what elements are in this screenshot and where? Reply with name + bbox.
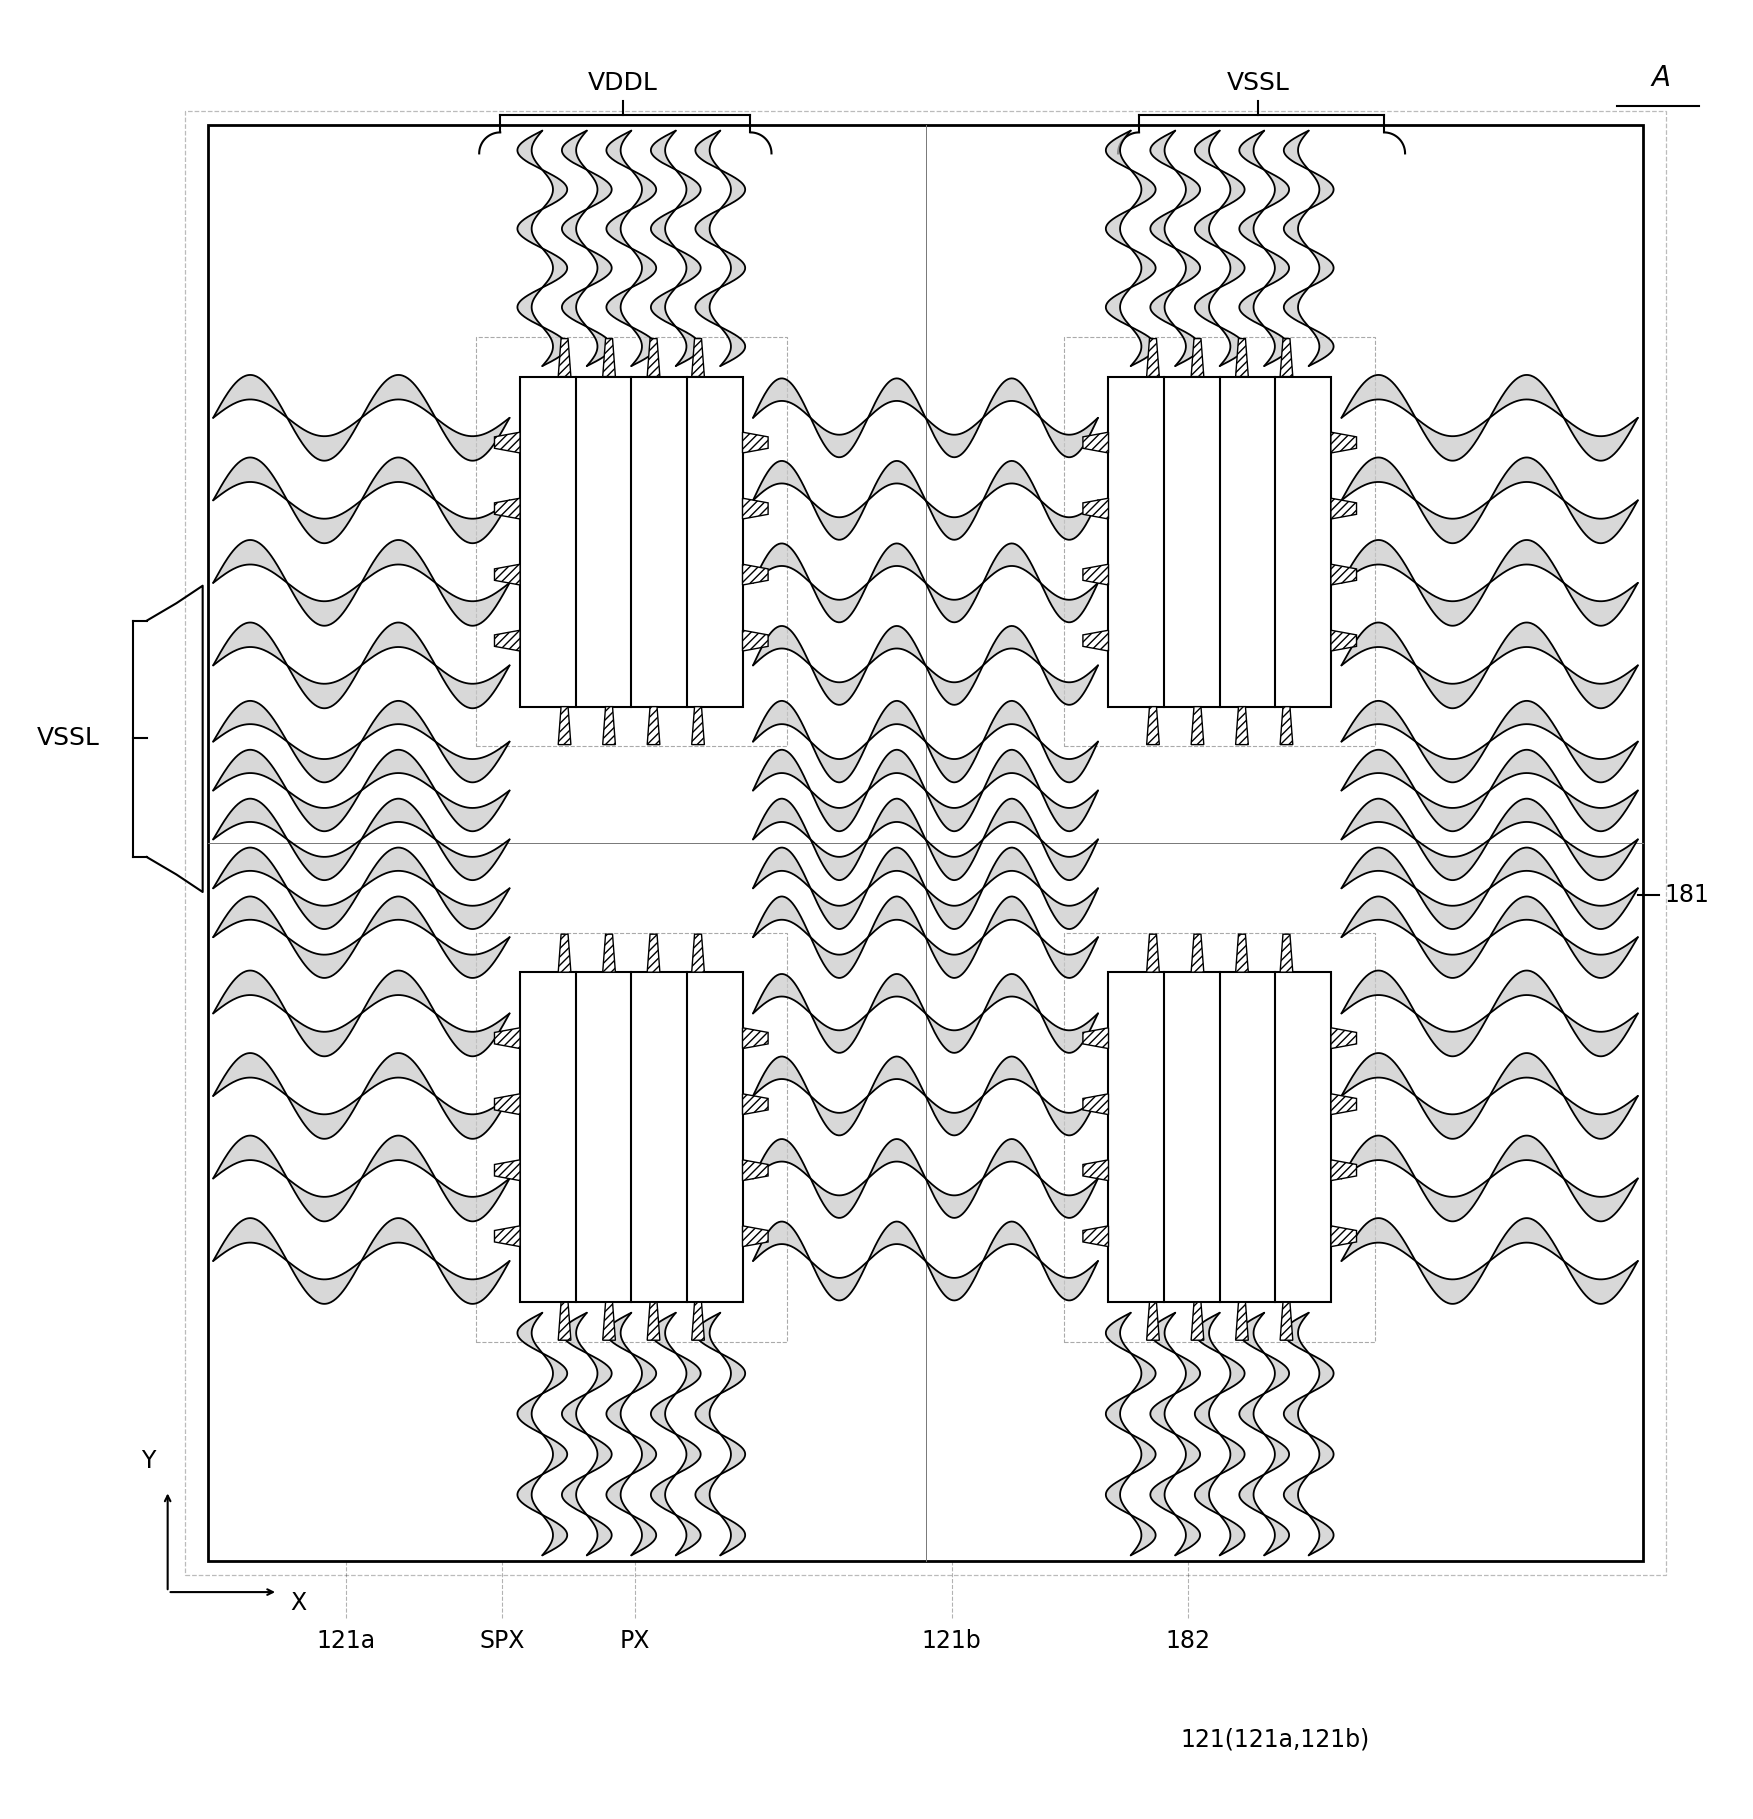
Polygon shape <box>743 498 768 518</box>
Polygon shape <box>1236 1302 1248 1341</box>
Bar <box>1108 377 1331 706</box>
Polygon shape <box>692 1302 705 1341</box>
Polygon shape <box>692 338 705 377</box>
Polygon shape <box>1236 338 1248 377</box>
Text: 121(121a,121b): 121(121a,121b) <box>1182 1726 1371 1752</box>
Polygon shape <box>1236 935 1248 971</box>
Text: A: A <box>1651 64 1671 93</box>
Text: 121a: 121a <box>317 1630 375 1653</box>
Polygon shape <box>1331 433 1357 453</box>
Text: 121b: 121b <box>922 1630 982 1653</box>
Polygon shape <box>743 433 768 453</box>
Text: VSSL: VSSL <box>37 726 100 749</box>
Text: SPX: SPX <box>479 1630 524 1653</box>
Polygon shape <box>557 1302 571 1341</box>
Polygon shape <box>603 706 615 744</box>
Polygon shape <box>603 338 615 377</box>
Polygon shape <box>1331 1226 1357 1246</box>
Polygon shape <box>743 564 768 586</box>
Polygon shape <box>494 1161 521 1181</box>
Polygon shape <box>1331 1093 1357 1115</box>
Polygon shape <box>743 1226 768 1246</box>
Text: PX: PX <box>621 1630 650 1653</box>
Polygon shape <box>494 498 521 518</box>
Polygon shape <box>1083 564 1108 586</box>
Polygon shape <box>603 935 615 971</box>
Polygon shape <box>1146 706 1159 744</box>
Polygon shape <box>743 1028 768 1048</box>
Text: VDDL: VDDL <box>587 71 657 95</box>
Polygon shape <box>1331 498 1357 518</box>
Polygon shape <box>1083 629 1108 651</box>
Polygon shape <box>1190 935 1204 971</box>
Polygon shape <box>1280 706 1292 744</box>
Polygon shape <box>1083 1226 1108 1246</box>
Polygon shape <box>1190 338 1204 377</box>
Polygon shape <box>647 706 659 744</box>
Bar <box>186 111 1665 1575</box>
Text: X: X <box>291 1590 307 1615</box>
Polygon shape <box>1280 935 1292 971</box>
Bar <box>1108 971 1331 1302</box>
Polygon shape <box>494 1226 521 1246</box>
Polygon shape <box>1083 498 1108 518</box>
Polygon shape <box>1190 706 1204 744</box>
Polygon shape <box>1146 935 1159 971</box>
Bar <box>475 933 787 1342</box>
Polygon shape <box>1083 1028 1108 1048</box>
Polygon shape <box>1331 1161 1357 1181</box>
Text: Y: Y <box>142 1450 156 1473</box>
Polygon shape <box>1083 433 1108 453</box>
Polygon shape <box>1236 706 1248 744</box>
Polygon shape <box>1190 1302 1204 1341</box>
Polygon shape <box>494 1093 521 1115</box>
Polygon shape <box>692 935 705 971</box>
Bar <box>1064 933 1376 1342</box>
Polygon shape <box>557 935 571 971</box>
Polygon shape <box>1331 564 1357 586</box>
Polygon shape <box>557 338 571 377</box>
Bar <box>521 971 743 1302</box>
Polygon shape <box>743 1161 768 1181</box>
Text: 182: 182 <box>1166 1630 1211 1653</box>
Bar <box>1064 337 1376 746</box>
Text: VSSL: VSSL <box>1227 71 1290 95</box>
Polygon shape <box>1331 629 1357 651</box>
Polygon shape <box>557 706 571 744</box>
Polygon shape <box>1280 338 1292 377</box>
Polygon shape <box>743 1093 768 1115</box>
Polygon shape <box>603 1302 615 1341</box>
Bar <box>475 337 787 746</box>
Polygon shape <box>494 1028 521 1048</box>
Polygon shape <box>494 629 521 651</box>
Polygon shape <box>743 629 768 651</box>
Bar <box>209 126 1643 1561</box>
Polygon shape <box>1083 1161 1108 1181</box>
Polygon shape <box>1083 1093 1108 1115</box>
Polygon shape <box>1331 1028 1357 1048</box>
Bar <box>521 377 743 706</box>
Polygon shape <box>647 338 659 377</box>
Text: 181: 181 <box>1664 884 1709 908</box>
Polygon shape <box>1280 1302 1292 1341</box>
Polygon shape <box>494 433 521 453</box>
Polygon shape <box>1146 338 1159 377</box>
Polygon shape <box>1146 1302 1159 1341</box>
Polygon shape <box>494 564 521 586</box>
Polygon shape <box>692 706 705 744</box>
Polygon shape <box>647 935 659 971</box>
Polygon shape <box>647 1302 659 1341</box>
